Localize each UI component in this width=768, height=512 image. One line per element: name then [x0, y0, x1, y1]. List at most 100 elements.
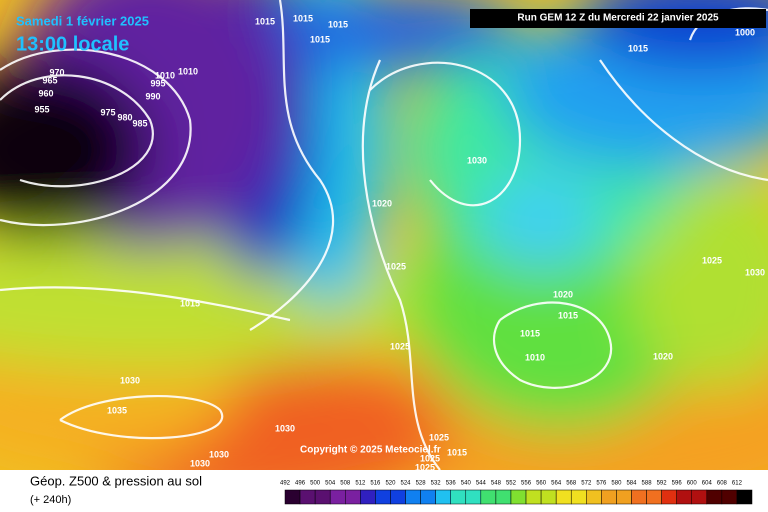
scale-swatch: [570, 489, 587, 505]
scale-swatch: [631, 489, 647, 505]
isobar-label: 1025: [429, 432, 449, 442]
scale-swatch: [616, 489, 632, 505]
scale-swatch: [586, 489, 602, 505]
scale-label: 584: [626, 481, 637, 487]
color-scale: 492 496 500 504 508 512 516 520 524 528 532 536 540 5…: [280, 481, 753, 505]
scale-swatch: [314, 489, 331, 505]
isobar-label: 1025: [420, 453, 440, 463]
scale-swatch: [480, 489, 497, 505]
isobar-label: 1030: [467, 155, 487, 165]
scale-label: 532: [431, 481, 442, 487]
isobar-label: 1025: [415, 462, 435, 472]
scale-swatch: [284, 489, 301, 505]
isobar-label: 1015: [558, 310, 578, 320]
scale-label: 604: [702, 481, 713, 487]
scale-label: 504: [325, 481, 336, 487]
isobar-label: 960: [38, 88, 53, 98]
scale-swatch: [345, 489, 361, 505]
scale-swatch: [661, 489, 677, 505]
scale-label: 512: [355, 481, 366, 487]
scale-label: 528: [416, 481, 427, 487]
isobar-label: 1025: [390, 341, 410, 351]
scale-swatch: [510, 489, 527, 505]
isobar-label: 1010: [155, 70, 175, 80]
isobar-label: 1020: [553, 289, 573, 299]
scale-label: 508: [340, 481, 351, 487]
scale-swatch: [721, 489, 738, 505]
scale-label: 500: [310, 481, 321, 487]
scale-swatch: [525, 489, 542, 505]
isobar-label: 1015: [180, 298, 200, 308]
scale-swatch: [420, 489, 436, 505]
run-box: [470, 9, 766, 28]
scale-label: 568: [566, 481, 577, 487]
scale-swatch: [360, 489, 376, 505]
legend-lead: (+ 240h): [30, 494, 71, 506]
scale-label: 576: [596, 481, 607, 487]
scale-label: 548: [491, 481, 502, 487]
isobar-label: 1015: [328, 19, 348, 29]
valid-time: 13:00 locale: [16, 33, 129, 55]
isobar-label: 1025: [386, 261, 406, 271]
scale-swatch: [329, 489, 346, 505]
valid-date: Samedi 1 février 2025: [16, 13, 149, 28]
scale-label: 588: [642, 481, 653, 487]
isobar-label: 970: [49, 67, 64, 77]
isobar-label: 1025: [702, 255, 722, 265]
copyright: Copyright © 2025 Meteociel.fr: [300, 445, 441, 456]
scale-label: 492: [280, 481, 291, 487]
scale-label: 592: [657, 481, 668, 487]
isobar-label: 985: [132, 118, 147, 128]
scale-swatch: [736, 489, 753, 505]
isobar-labels: 1015 101510151015101010109959909709659609…: [34, 13, 765, 472]
scale-label: 520: [385, 481, 396, 487]
scale-swatch: [450, 489, 467, 505]
scale-label: 536: [446, 481, 457, 487]
run-info: Run GEM 12 Z du Mercredi 22 janvier 2025: [517, 13, 719, 24]
isobar-label: 1030: [209, 449, 229, 459]
isobar-label: 1030: [275, 423, 295, 433]
scale-swatch: [375, 489, 391, 505]
scale-label: 572: [581, 481, 592, 487]
legend-title: Géop. Z500 & pression au sol: [30, 473, 202, 488]
scale-swatch: [676, 489, 692, 505]
isobar-label: 1015: [293, 13, 313, 23]
isobar-label: 1030: [190, 458, 210, 468]
scale-swatch: [706, 489, 723, 505]
scale-label: 516: [370, 481, 381, 487]
isobar-label: 955: [34, 104, 49, 114]
isobar-label: 1020: [653, 351, 673, 361]
isobar-label: 990: [145, 91, 160, 101]
scale-label: 612: [732, 481, 743, 487]
isobar-label: 1035: [107, 405, 127, 415]
isobar-label: 1015: [255, 16, 275, 26]
scale-label: 524: [401, 481, 412, 487]
scale-swatch: [601, 489, 617, 505]
scale-swatch: [691, 489, 708, 505]
scale-swatch: [540, 489, 557, 505]
isobar-label: 995: [150, 78, 165, 88]
scale-swatch: [299, 489, 316, 505]
scale-label: 540: [461, 481, 472, 487]
scale-swatch: [495, 489, 512, 505]
scale-swatch: [555, 489, 572, 505]
scale-label: 608: [717, 481, 728, 487]
isobar-label: 965: [42, 75, 57, 85]
scale-label: 600: [687, 481, 698, 487]
scale-label: 560: [536, 481, 547, 487]
isobar-label: 1015: [310, 34, 330, 44]
scale-swatch: [435, 489, 451, 505]
scale-swatch: [646, 489, 662, 505]
scale-label: 580: [611, 481, 622, 487]
isobar-label: 1015: [520, 328, 540, 338]
scale-label: 496: [295, 481, 306, 487]
scale-label: 596: [672, 481, 683, 487]
scale-label: 556: [521, 481, 532, 487]
scale-label: 544: [476, 481, 487, 487]
isobar-label: 1010: [525, 352, 545, 362]
scale-swatch: [405, 489, 421, 505]
scale-swatch: [465, 489, 482, 505]
isobar-label: 975: [100, 107, 115, 117]
isobar-label: 1020: [372, 198, 392, 208]
